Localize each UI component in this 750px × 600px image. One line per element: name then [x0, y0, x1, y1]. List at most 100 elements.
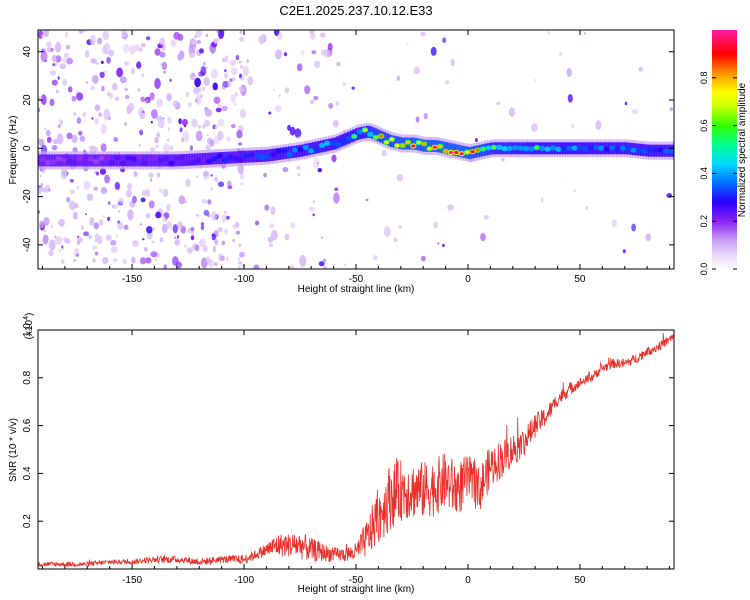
heatmap-speckle — [71, 95, 77, 102]
heatmap-speckle — [181, 137, 185, 142]
heatmap-speckle — [54, 41, 62, 53]
heatmap-speckle — [195, 213, 200, 217]
heatmap-speckle — [38, 107, 41, 113]
ridge-body — [172, 154, 177, 167]
ridge-peak-core — [373, 135, 378, 139]
ridge-body — [185, 153, 190, 166]
heatmap-speckle — [158, 117, 165, 129]
heatmap-speckle — [233, 102, 237, 106]
ridge-peak — [635, 147, 643, 153]
heatmap-speckle — [105, 234, 112, 241]
ridge-peak-core — [400, 144, 405, 147]
heatmap-speckle — [110, 246, 118, 253]
heatmap-speckle — [112, 258, 118, 263]
ridge-body — [191, 153, 196, 166]
ridge-peak — [243, 153, 250, 159]
ridge-body — [105, 154, 110, 167]
heatmap-speckle — [217, 130, 224, 141]
heatmap-speckle — [190, 39, 197, 45]
heatmap-speckle — [254, 220, 260, 226]
heatmap-speckle — [218, 30, 225, 40]
heatmap-speckle — [195, 30, 203, 38]
heatmap-speckle — [191, 118, 198, 128]
heatmap-speckle — [130, 68, 135, 75]
ridge-peak — [625, 145, 632, 151]
ridge-peak — [506, 145, 514, 151]
heatmap-speckle — [313, 95, 319, 101]
heatmap-speckle — [145, 36, 151, 41]
heatmap-speckle — [140, 43, 146, 48]
ridge-body — [285, 146, 290, 159]
ridge-peak — [168, 160, 175, 166]
heatmap-speckle — [287, 124, 291, 131]
heatmap-speckle — [406, 43, 409, 46]
heatmap-speckle — [224, 228, 229, 235]
ridge-peak — [98, 155, 105, 161]
heatmap-speckle — [45, 129, 51, 137]
ridge-body — [150, 154, 155, 167]
heatmap-speckle — [66, 132, 73, 140]
heatmap-speckle — [217, 103, 222, 109]
ridge-peak — [662, 148, 670, 154]
ridge-peak — [275, 148, 283, 154]
ridge-body — [408, 137, 413, 150]
heatmap-speckle — [69, 200, 76, 211]
heatmap-speckle — [159, 51, 166, 58]
heatmap-speckle — [46, 136, 52, 143]
heatmap-speckle — [159, 37, 166, 46]
ridge-peak — [652, 147, 659, 153]
heatmap-speckle — [221, 105, 228, 112]
ridge-peak — [501, 146, 508, 152]
ridge-body — [140, 154, 145, 167]
heatmap-speckle — [132, 195, 137, 204]
y-tick-label: 40 — [22, 46, 33, 58]
heatmap-speckle — [94, 233, 100, 241]
heatmap-speckle — [161, 61, 167, 71]
heatmap-speckle — [81, 225, 84, 230]
heatmap-speckle — [323, 265, 327, 269]
heatmap-speckle — [213, 38, 218, 44]
heatmap-speckle — [209, 139, 215, 147]
heatmap-speckle — [89, 34, 96, 46]
heatmap-speckle — [227, 180, 232, 187]
heatmap-speckle — [188, 43, 196, 54]
ridge-peak — [189, 159, 197, 165]
heatmap-speckle — [121, 30, 127, 38]
ridge-body — [425, 139, 429, 152]
heatmap-speckle — [62, 57, 67, 64]
ridge-body — [398, 136, 403, 149]
heatmap-speckle — [76, 117, 82, 124]
x-tick-label: -50 — [349, 274, 364, 285]
heatmap-speckle — [224, 55, 229, 63]
heatmap-speckle — [64, 31, 69, 38]
ridge-body — [124, 154, 128, 167]
heatmap-speckle — [211, 210, 218, 221]
heatmap-speckle — [274, 105, 282, 113]
heatmap-speckle — [310, 32, 316, 40]
heatmap-speckle — [351, 86, 355, 90]
ridge-peak-core — [362, 128, 368, 132]
ridge-peak — [517, 145, 524, 151]
heatmap-speckle — [190, 226, 195, 232]
ridge-peak — [297, 147, 304, 153]
heatmap-speckle — [239, 36, 245, 42]
heatmap-speckle — [169, 145, 174, 151]
heatmap-speckle — [139, 111, 146, 119]
heatmap-speckle — [86, 193, 93, 201]
ridge-body — [365, 125, 370, 138]
ridge-peak-core — [481, 147, 486, 151]
heatmap-speckle — [202, 170, 210, 181]
heatmap-speckle — [327, 42, 333, 51]
ridge-body — [446, 142, 451, 155]
heatmap-speckle — [99, 168, 107, 175]
ridge-peak-core — [454, 151, 459, 154]
heatmap-speckle — [186, 247, 193, 254]
heatmap-speckle — [238, 243, 242, 248]
heatmap-speckle — [442, 37, 447, 43]
heatmap-speckle — [52, 63, 56, 67]
heatmap-speckle — [96, 171, 99, 176]
heatmap-speckle — [396, 75, 400, 82]
heatmap-speckle — [58, 248, 61, 253]
heatmap-speckle — [88, 145, 93, 150]
ridge-peak-core — [459, 152, 464, 156]
